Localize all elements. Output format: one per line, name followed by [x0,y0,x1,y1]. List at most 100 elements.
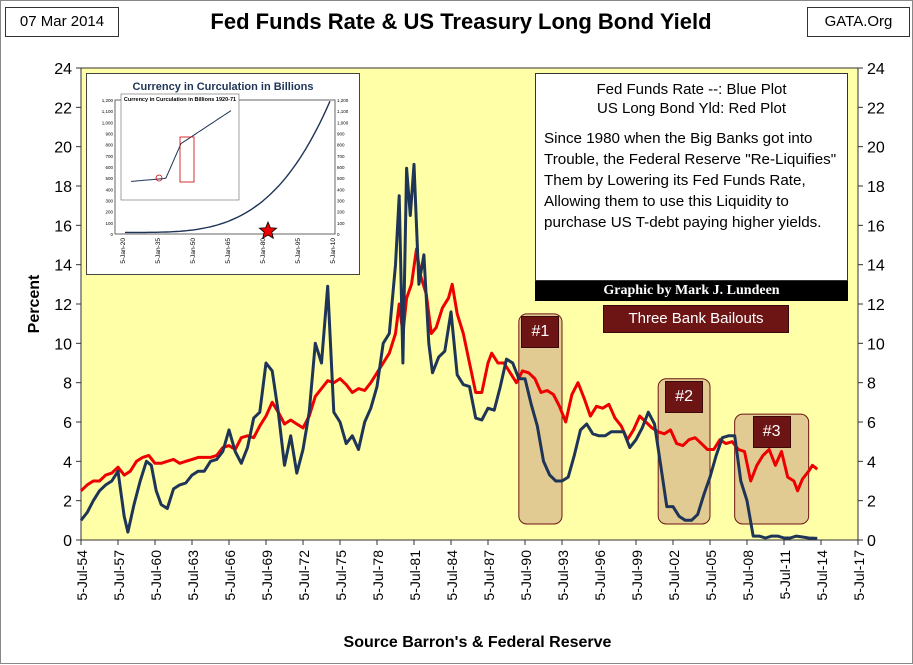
inset-y-tick-left: 800 [105,143,113,148]
inset-x-tick-label: 5-Jan-10 [330,238,337,264]
inset-y-tick-left: 1,100 [102,109,114,114]
y-tick-label-right: 8 [867,376,876,393]
star-icon [258,220,278,240]
inset-y-tick-right: 700 [337,154,345,159]
x-tick-label: 5-Jul-02 [666,550,682,601]
inset-y-tick-left: 1,200 [102,98,114,103]
inset-y-tick-left: 600 [105,165,113,170]
y-tick-label-right: 16 [867,218,885,235]
y-tick-label-left: 22 [54,100,72,117]
source-label: GATA.Org [807,7,910,37]
y-tick-label-left: 6 [63,415,72,432]
y-tick-label-left: 8 [63,376,72,393]
x-tick-label: 5-Jul-14 [814,550,830,601]
inset-y-tick-left: 400 [105,187,113,192]
date-label: 07 Mar 2014 [5,7,119,37]
x-tick-label: 5-Jul-69 [259,550,275,601]
x-tick-label: 5-Jul-72 [296,550,312,601]
us-long-bond-yld-line [79,247,819,493]
y-tick-label-right: 14 [867,258,885,275]
bailout-tag: #1 [521,315,560,348]
inset-y-tick-right: 1,200 [337,98,349,103]
inset-chart: Currency in Curculation in Billions 0 0 100… [86,73,360,275]
x-tick-label: 5-Jul-78 [370,550,386,601]
inset-y-tick-right: 500 [337,176,345,181]
x-tick-label: 5-Jul-90 [518,550,534,601]
legend-fed-funds: Fed Funds Rate --: Blue Plot [596,81,787,98]
inset-y-tick-right: 100 [337,221,345,226]
y-tick-label-left: 4 [63,454,72,471]
x-tick-label: 5-Jul-81 [407,550,423,601]
bailout-tag: #2 [665,380,704,413]
inset-currency-line [125,100,331,234]
x-tick-label: 5-Jul-57 [111,550,127,601]
inset-y-tick-right: 400 [337,187,345,192]
inset-y-tick-right: 600 [337,165,345,170]
inset-x-tick-label: 5-Jan-50 [190,238,197,264]
credit-label: Graphic by Mark J. Lundeen [535,281,848,301]
y-tick-label-right: 18 [867,179,885,196]
x-tick-label: 5-Jul-93 [555,550,571,601]
inset-title: Currency in Curculation in Billions [133,81,314,93]
inset-y-tick-left: 500 [105,176,113,181]
inset-x-tick-label: 5-Jan-20 [120,238,127,264]
y-tick-label-right: 6 [867,415,876,432]
fed-funds-rate-line [79,162,818,540]
y-tick-label-left: 12 [54,297,72,314]
x-tick-label: 5-Jul-63 [185,550,201,601]
y-tick-label-right: 22 [867,100,885,117]
inset-x-tick-label: 5-Jan-35 [155,238,162,264]
y-tick-label-right: 2 [867,494,876,511]
bailouts-label: Three Bank Bailouts [603,305,789,333]
x-tick-label: 5-Jul-54 [74,550,90,601]
inset-y-tick-left: 200 [105,210,113,215]
x-tick-label: 5-Jul-75 [333,550,349,601]
y-tick-label-left: 20 [54,140,72,157]
inset-x-tick-label: 5-Jan-65 [225,238,232,264]
y-tick-label-left: 18 [54,179,72,196]
x-tick-label: 5-Jul-05 [703,550,719,601]
inset-y-tick-left: 1,000 [102,120,114,125]
inset-x-tick-label: 5-Jan-95 [295,238,302,264]
inset-y-tick-right: 900 [337,132,345,137]
inset-y-tick-right: 200 [337,210,345,215]
inset-canvas: Currency in Curculation in Billions 0 0 100… [102,81,349,264]
inset-y-tick-right: 1,000 [337,120,349,125]
inset-sub-line [130,110,232,182]
x-tick-label: 5-Jul-08 [740,550,756,601]
y-tick-label-left: 0 [63,533,72,550]
inset-y-tick-left: 900 [105,132,113,137]
y-tick-label-left: 2 [63,494,72,511]
inset-y-tick-right: 300 [337,199,345,204]
y-tick-label-right: 4 [867,454,876,471]
y-tick-label-right: 20 [867,140,885,157]
y-tick-label-right: 0 [867,533,876,550]
x-axis-label: Source Barron's & Federal Reserve [344,634,612,651]
legend-long-bond: US Long Bond Yld: Red Plot [596,100,787,117]
x-tick-label: 5-Jul-66 [222,550,238,601]
y-tick-label-left: 16 [54,218,72,235]
bailout-box [518,313,563,525]
chart-title: Fed Funds Rate & US Treasury Long Bond Y… [210,9,712,34]
x-tick-label: 5-Jul-60 [148,550,164,601]
y-tick-label-right: 10 [867,336,885,353]
x-tick-label: 5-Jul-96 [592,550,608,601]
x-tick-label: 5-Jul-11 [777,550,793,600]
x-tick-label: 5-Jul-17 [851,550,867,601]
y-tick-label-left: 14 [54,258,72,275]
x-tick-label: 5-Jul-87 [481,550,497,601]
inset-y-tick-right: 800 [337,143,345,148]
inset-sub-title: Currency in Curculation in Billions 1920… [124,97,236,103]
bailout-tag: #3 [752,416,791,449]
inset-y-tick-left: 700 [105,154,113,159]
inset-x-tick-label: 5-Jan-80 [260,238,267,264]
y-tick-label-left: 24 [54,61,72,78]
inset-sub-circle [155,174,163,182]
x-tick-label: 5-Jul-99 [629,550,645,601]
inset-y-tick-right: 1,100 [337,109,349,114]
y-axis-label: Percent [26,274,43,333]
inset-y-tick-right: 0 [337,232,340,237]
y-tick-label-left: 10 [54,336,72,353]
inset-y-tick-left: 0 [110,232,113,237]
